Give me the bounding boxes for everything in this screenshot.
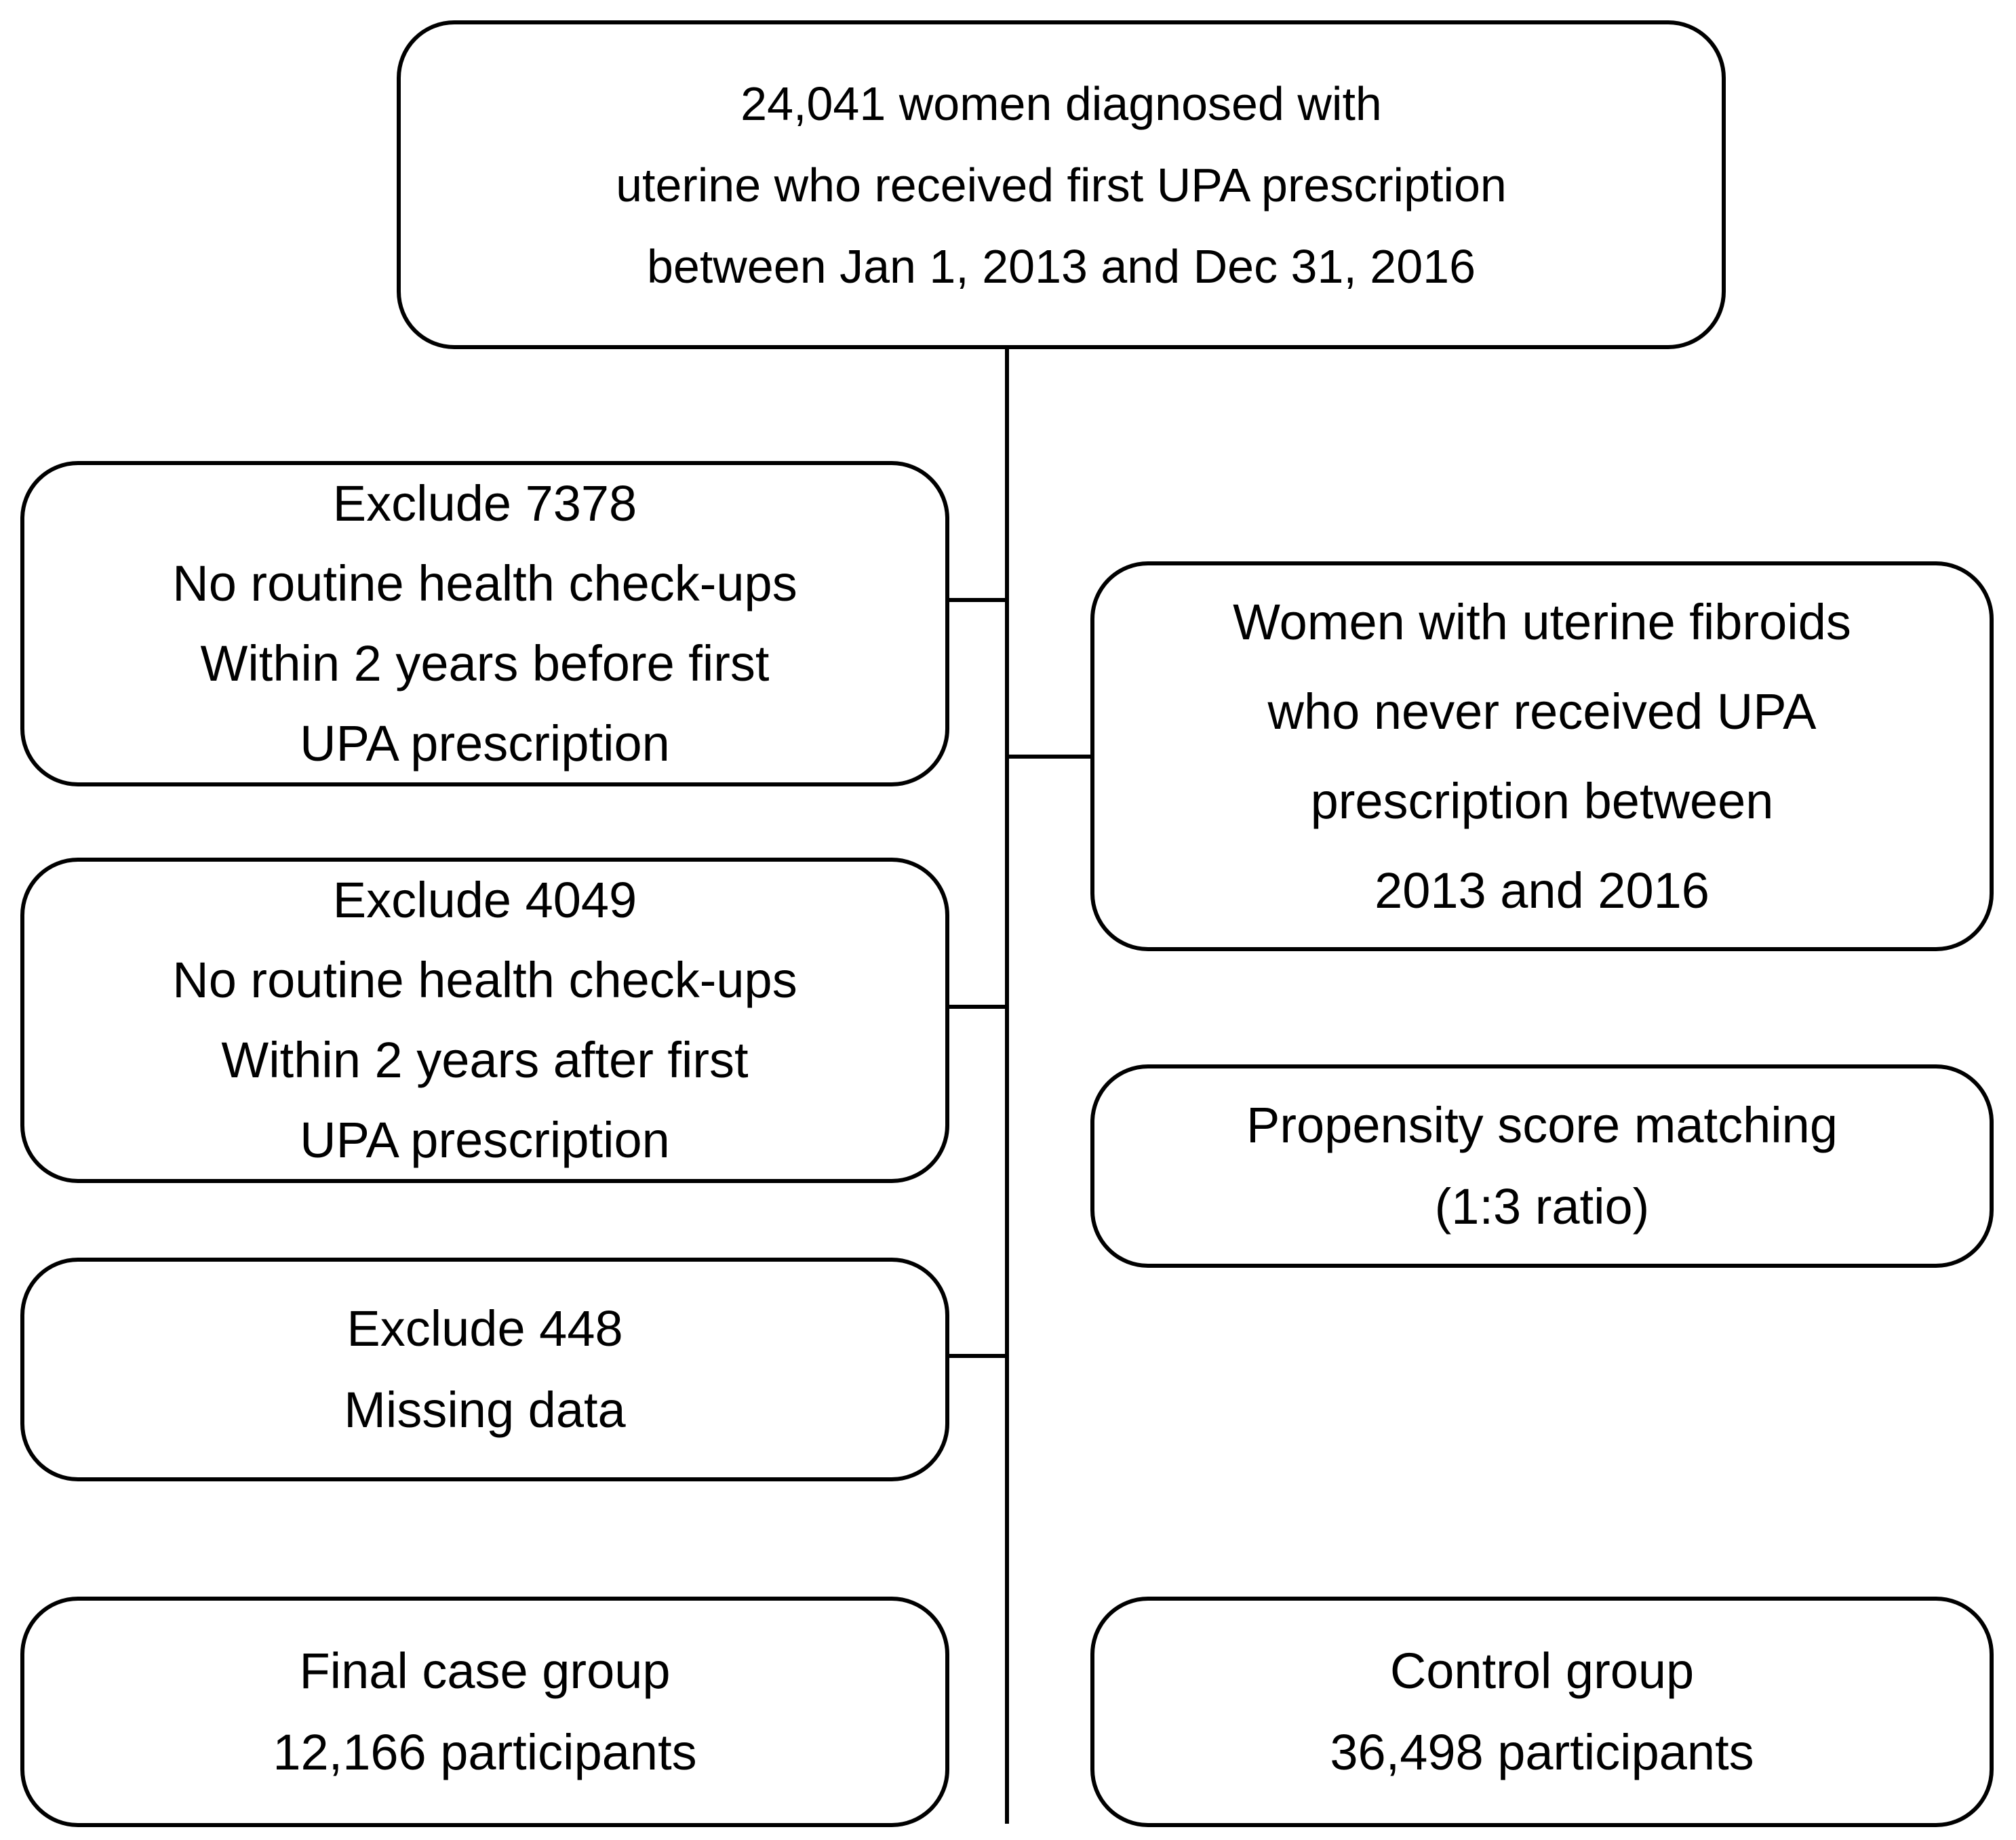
exclude-1-line-4: UPA prescription xyxy=(300,715,670,772)
exclude-3-line-2: Missing data xyxy=(344,1382,626,1438)
box-exclude-3: Exclude 448 Missing data xyxy=(20,1258,949,1481)
control-group-line-2: 36,498 participants xyxy=(1330,1724,1754,1780)
exclude-2-line-4: UPA prescription xyxy=(300,1112,670,1168)
exclude-1-line-3: Within 2 years before first xyxy=(200,635,770,692)
box-propensity-matching: Propensity score matching (1:3 ratio) xyxy=(1090,1064,1994,1268)
control-source-line-2: who never received UPA xyxy=(1267,683,1817,740)
initial-cohort-line-3: between Jan 1, 2013 and Dec 31, 2016 xyxy=(646,239,1476,293)
exclude-2-line-2: No routine health check-ups xyxy=(172,952,797,1008)
box-control-group: Control group 36,498 participants xyxy=(1090,1597,1994,1827)
control-group-line-1: Control group xyxy=(1389,1643,1695,1699)
propensity-matching-line-2: (1:3 ratio) xyxy=(1434,1178,1650,1235)
box-exclude-1: Exclude 7378 No routine health check-ups… xyxy=(20,461,949,786)
initial-cohort-line-2: uterine who received first UPA prescript… xyxy=(616,158,1507,212)
box-control-source: Women with uterine fibroids who never re… xyxy=(1090,561,1994,951)
box-exclude-2: Exclude 4049 No routine health check-ups… xyxy=(20,858,949,1183)
exclude-2-line-3: Within 2 years after first xyxy=(221,1032,749,1088)
final-case-group-line-1: Final case group xyxy=(299,1643,671,1699)
exclude-1-line-2: No routine health check-ups xyxy=(172,555,797,612)
initial-cohort-line-1: 24,041 women diagnosed with xyxy=(740,77,1382,130)
exclude-1-line-1: Exclude 7378 xyxy=(332,475,637,532)
control-source-line-4: 2013 and 2016 xyxy=(1375,862,1709,919)
exclude-3-line-1: Exclude 448 xyxy=(347,1300,623,1357)
control-source-line-3: prescription between xyxy=(1310,772,1774,829)
exclude-2-line-1: Exclude 4049 xyxy=(332,872,637,928)
box-initial-cohort: 24,041 women diagnosed with uterine who … xyxy=(397,20,1726,349)
control-source-line-1: Women with uterine fibroids xyxy=(1233,593,1851,650)
box-final-case-group: Final case group 12,166 participants xyxy=(20,1597,949,1827)
propensity-matching-line-1: Propensity score matching xyxy=(1246,1097,1838,1153)
final-case-group-line-2: 12,166 participants xyxy=(273,1724,697,1780)
